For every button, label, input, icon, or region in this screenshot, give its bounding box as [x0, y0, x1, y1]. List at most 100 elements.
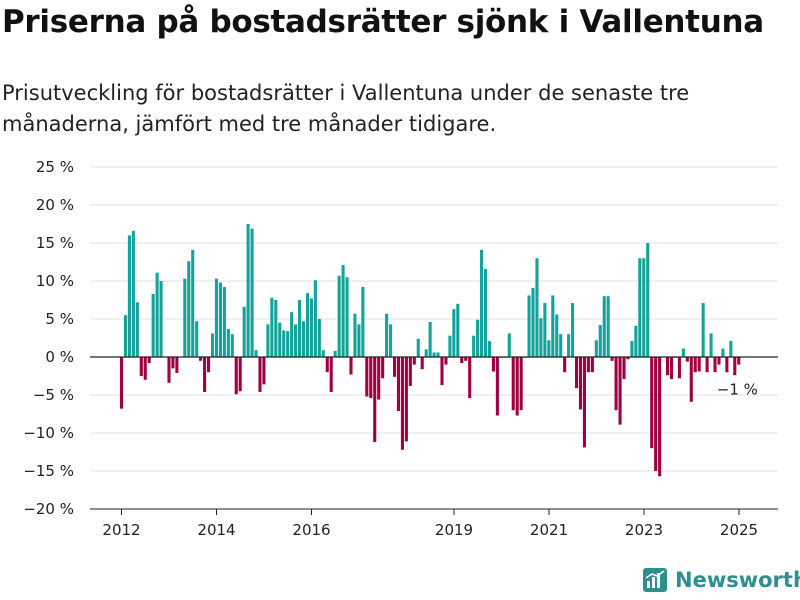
bar — [460, 357, 464, 364]
bar — [436, 352, 440, 357]
bar — [721, 348, 725, 357]
y-tick-label: 20 % — [36, 196, 74, 214]
bar — [547, 340, 551, 357]
bar — [274, 300, 278, 357]
bar — [203, 357, 207, 392]
bar — [214, 278, 219, 357]
bar — [464, 357, 468, 361]
bar — [400, 357, 404, 450]
bar-chart: 25 % 20 % 15 % 10 % 5 % 0 % −5 % −10 % −15 % −20 … — [23, 158, 778, 539]
y-tick-label: 10 % — [36, 272, 74, 290]
bar — [389, 324, 393, 357]
bar — [495, 357, 499, 416]
bar — [294, 324, 298, 357]
bar — [444, 357, 448, 365]
bar — [396, 357, 401, 411]
bar — [175, 357, 179, 373]
bar — [634, 325, 638, 357]
bar — [392, 357, 397, 377]
bar — [408, 357, 412, 386]
bar — [472, 335, 476, 357]
bar — [337, 275, 341, 357]
bar — [242, 306, 246, 357]
bar — [646, 243, 650, 357]
brand: Newsworthy — [643, 568, 800, 592]
y-tick-label: −20 % — [23, 500, 74, 518]
bar — [222, 287, 226, 357]
bar — [693, 357, 697, 373]
bar — [701, 303, 705, 357]
bar — [733, 357, 737, 376]
y-tick-label: 0 % — [45, 348, 74, 366]
bar — [717, 357, 721, 365]
bar — [681, 348, 685, 357]
bar — [737, 357, 741, 365]
bar — [654, 357, 658, 471]
bar — [404, 357, 408, 442]
bar — [555, 314, 559, 357]
bar — [602, 296, 606, 357]
bar — [333, 350, 337, 357]
bar — [365, 357, 369, 397]
brand-name: Newsworthy — [675, 568, 800, 592]
y-tick-label: −10 % — [23, 424, 74, 442]
bar — [381, 357, 385, 379]
bar — [250, 228, 254, 357]
chart-subtitle: Prisutveckling för bostadsrätter i Valle… — [2, 81, 690, 136]
bar — [286, 331, 290, 357]
x-tick-label: 2016 — [292, 521, 330, 539]
bar — [246, 224, 250, 357]
y-tick-label: 25 % — [36, 158, 74, 176]
bar — [135, 302, 139, 357]
bar — [143, 357, 147, 380]
bar — [278, 322, 282, 357]
bar — [626, 357, 630, 360]
bar — [357, 324, 361, 357]
bar — [677, 357, 681, 379]
y-tick-label: 5 % — [45, 310, 74, 328]
bar — [317, 319, 321, 357]
bar — [610, 357, 614, 361]
bar — [234, 357, 238, 395]
bar — [725, 357, 729, 373]
bar — [578, 357, 583, 410]
bar — [519, 357, 523, 411]
bar — [218, 282, 222, 357]
bar — [705, 357, 709, 373]
bar — [258, 357, 262, 392]
bar — [452, 309, 456, 357]
bar — [480, 249, 484, 357]
bar — [290, 312, 294, 357]
bar — [155, 272, 159, 357]
bar — [491, 357, 495, 372]
bar — [448, 335, 452, 357]
chart-title: Priserna på bostadsrätter sjönk i Vallen… — [2, 4, 764, 40]
bar — [305, 293, 310, 357]
bar — [563, 357, 567, 373]
bar — [468, 357, 472, 399]
bar — [369, 357, 373, 399]
bar — [487, 341, 492, 357]
bar — [638, 258, 642, 357]
bar — [147, 357, 151, 364]
bar — [630, 341, 634, 357]
bar — [171, 357, 175, 369]
bar — [511, 357, 515, 411]
bar — [266, 324, 270, 357]
x-tick-label: 2023 — [625, 521, 663, 539]
bar — [697, 357, 701, 372]
bar — [321, 350, 325, 357]
bar — [210, 333, 215, 357]
bar — [131, 230, 135, 357]
bars — [119, 224, 741, 477]
x-axis-ticks: 2012 2014 2016 2019 2021 2023 2025 — [102, 509, 758, 539]
annotations: −1 % — [717, 381, 758, 399]
bar — [329, 357, 333, 392]
bar — [483, 268, 488, 357]
bar — [622, 357, 626, 380]
bar — [650, 357, 654, 449]
x-tick-label: 2021 — [530, 521, 568, 539]
x-tick-label: 2012 — [102, 521, 140, 539]
bar — [254, 350, 258, 357]
bar — [594, 340, 598, 357]
